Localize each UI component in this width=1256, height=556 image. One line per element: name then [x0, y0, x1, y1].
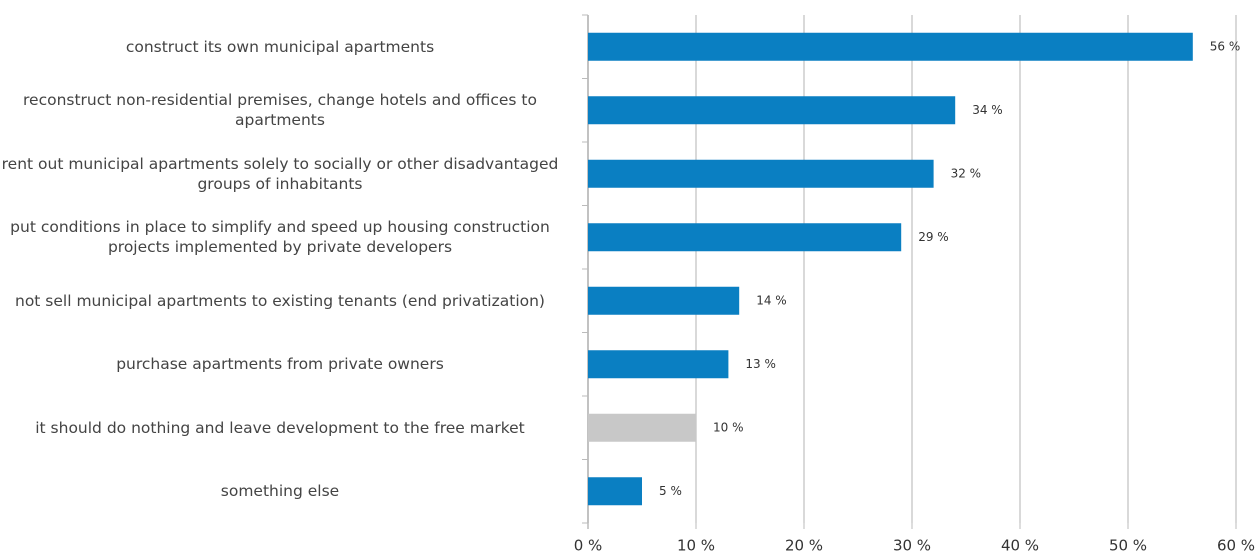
bar — [588, 96, 956, 125]
bar — [588, 223, 902, 252]
category-label: something else — [220, 482, 340, 501]
bar — [588, 159, 934, 188]
value-label: 10 % — [713, 420, 744, 434]
category-label: purchase apartments from private owners — [116, 355, 444, 374]
value-label: 13 % — [745, 357, 776, 371]
category-label: it should do nothing and leave developme… — [35, 418, 525, 437]
x-tick-label: 50 % — [1109, 537, 1147, 555]
bar — [588, 413, 696, 442]
bar — [588, 286, 740, 315]
bar — [588, 350, 729, 379]
category-label: reconstruct non-residential premises, ch… — [23, 91, 537, 130]
bar — [588, 477, 642, 506]
value-label: 14 % — [756, 293, 787, 307]
value-label: 56 % — [1210, 39, 1241, 53]
x-tick-label: 40 % — [1001, 537, 1039, 555]
x-tick-label: 60 % — [1217, 537, 1255, 555]
x-tick-label: 0 % — [574, 537, 603, 555]
category-label: put conditions in place to simplify and … — [10, 218, 550, 257]
value-label: 32 % — [951, 166, 982, 180]
x-tick-label: 30 % — [893, 537, 931, 555]
category-label: construct its own municipal apartments — [125, 37, 435, 56]
category-label: rent out municipal apartments solely to … — [1, 154, 559, 193]
x-tick-label: 10 % — [677, 537, 715, 555]
category-label: not sell municipal apartments to existin… — [15, 291, 545, 310]
bar — [588, 32, 1193, 61]
value-label: 29 % — [918, 230, 949, 244]
value-label: 5 % — [659, 484, 682, 498]
value-label: 34 % — [972, 103, 1003, 117]
x-tick-label: 20 % — [785, 537, 823, 555]
